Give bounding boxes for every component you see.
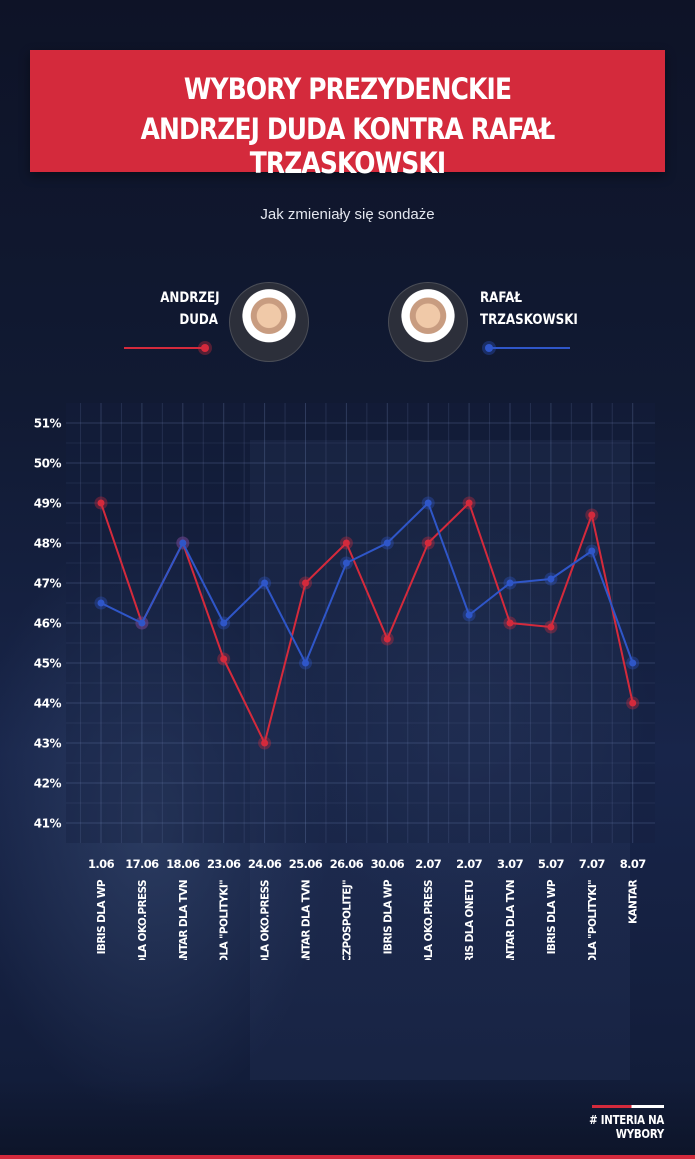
trzaskowski-legend-dot bbox=[485, 344, 493, 352]
x-poll-label: IBRIS DLA ONETU bbox=[464, 880, 476, 960]
x-date-label: 2.07 bbox=[415, 857, 442, 871]
x-poll-label: IPSOS DLA OKO.PRESS bbox=[137, 880, 149, 960]
x-poll-label: KANTAR DLA TVN bbox=[301, 880, 313, 960]
duda-data-point bbox=[302, 579, 309, 587]
page-title-line1: WYBORY PREZYDENCKIE bbox=[183, 72, 512, 106]
trzaskowski-data-point bbox=[179, 539, 187, 547]
x-date-label: 30.06 bbox=[371, 857, 405, 871]
duda-legend-line bbox=[124, 347, 206, 349]
trzaskowski-data-point bbox=[302, 659, 309, 667]
y-tick-label: 49% bbox=[34, 497, 62, 511]
x-date-label: 24.06 bbox=[248, 857, 282, 871]
duda-data-point bbox=[261, 739, 269, 747]
y-tick-label: 42% bbox=[34, 777, 62, 791]
duda-data-point bbox=[506, 619, 514, 627]
x-poll-label: KANTAR DLA TVN bbox=[178, 880, 190, 960]
trzaskowski-data-point bbox=[588, 547, 596, 555]
trzaskowski-data-point bbox=[465, 611, 473, 619]
page-title-line2: ANDRZEJ DUDA KONTRA RAFAŁ TRZASKOWSKI bbox=[140, 112, 556, 180]
trzaskowski-data-point bbox=[220, 619, 228, 627]
y-tick-label: 47% bbox=[34, 577, 62, 591]
x-date-label: 3.07 bbox=[497, 857, 524, 871]
y-tick-label: 51% bbox=[34, 417, 62, 431]
plot-area bbox=[66, 403, 655, 843]
x-date-label: 26.06 bbox=[330, 857, 364, 871]
x-date-label: 18.06 bbox=[166, 857, 200, 871]
duda-data-point bbox=[465, 499, 473, 507]
y-tick-label: 46% bbox=[34, 617, 62, 631]
footer-hashtag: # INTERIA NA WYBORY bbox=[589, 1113, 664, 1141]
trzaskowski-data-point bbox=[629, 659, 637, 667]
y-tick-label: 48% bbox=[34, 537, 62, 551]
background-building bbox=[250, 440, 630, 1080]
x-poll-label: IBRIS DLA WP bbox=[546, 879, 558, 954]
y-tick-label: 41% bbox=[34, 817, 62, 831]
poll-line-chart: 41% 42% 43% 44% 45% 46% 47% 48% 49% 50% 51% 1.06 IBR… bbox=[34, 403, 655, 960]
x-date-label: 1.06 bbox=[88, 857, 115, 871]
bottom-accent-bar bbox=[0, 1155, 695, 1159]
x-date-label: 8.07 bbox=[620, 857, 647, 871]
x-date-label: 23.06 bbox=[207, 857, 241, 871]
trzaskowski-first-name: RAFAŁ bbox=[480, 290, 522, 306]
footer bbox=[0, 1080, 695, 1159]
y-tick-label: 50% bbox=[34, 457, 62, 471]
trzaskowski-series-line bbox=[100, 502, 634, 664]
duda-data-point bbox=[383, 635, 391, 643]
x-poll-label: KANTAR DLA TVN bbox=[505, 880, 517, 960]
trzaskowski-data-point bbox=[383, 539, 391, 547]
x-poll-label: IBRIS DLA "POLITYKI" bbox=[219, 880, 231, 960]
subtitle: Jak zmieniały się sondaże bbox=[260, 206, 435, 223]
trzaskowski-data-point bbox=[424, 499, 432, 507]
duda-data-point bbox=[342, 539, 350, 547]
trzaskowski-avatar bbox=[388, 282, 468, 362]
trzaskowski-data-point bbox=[138, 619, 146, 627]
trzaskowski-name: RAFAŁ TRZASKOWSKI bbox=[480, 287, 578, 331]
x-date-label: 25.06 bbox=[289, 857, 323, 871]
duda-data-point bbox=[97, 499, 105, 507]
duda-avatar bbox=[229, 282, 309, 362]
duda-data-point bbox=[547, 623, 555, 631]
y-tick-label: 45% bbox=[34, 657, 62, 671]
trzaskowski-legend-line bbox=[488, 347, 570, 349]
x-date-label: 2.07 bbox=[456, 857, 483, 871]
x-poll-label: IPSOS DLA OKO.PRESS bbox=[260, 880, 272, 960]
x-poll-label: IBRIS DLA "POLITYKI" bbox=[587, 880, 599, 960]
duda-legend-dot bbox=[201, 344, 209, 352]
trzaskowski-data-point bbox=[342, 559, 350, 567]
footer-accent-line bbox=[592, 1105, 664, 1108]
x-poll-label: KANTAR bbox=[628, 879, 640, 924]
duda-data-point bbox=[588, 511, 596, 519]
x-poll-label: IBRIS DLA "RZECZPOSPOLITEJ" bbox=[341, 880, 353, 960]
duda-last-name: DUDA bbox=[179, 312, 218, 328]
duda-first-name: ANDRZEJ bbox=[160, 290, 220, 306]
trzaskowski-data-point bbox=[506, 579, 514, 587]
trzaskowski-data-point bbox=[261, 579, 269, 587]
y-tick-label: 44% bbox=[34, 697, 62, 711]
x-poll-label: IBRIS DLA WP bbox=[96, 879, 108, 954]
trzaskowski-data-point bbox=[97, 599, 105, 607]
x-date-label: 17.06 bbox=[125, 857, 159, 871]
title-banner: WYBORY PREZYDENCKIE ANDRZEJ DUDA KONTRA … bbox=[30, 50, 665, 180]
x-date-label: 7.07 bbox=[579, 857, 606, 871]
trzaskowski-last-name: TRZASKOWSKI bbox=[480, 312, 578, 328]
x-date-label: 5.07 bbox=[538, 857, 565, 871]
duda-name: ANDRZEJ DUDA bbox=[160, 287, 220, 331]
duda-series-line bbox=[100, 502, 634, 744]
trzaskowski-data-point bbox=[547, 575, 555, 583]
y-tick-label: 43% bbox=[34, 737, 62, 751]
x-poll-label: IBRIS DLA WP bbox=[382, 879, 394, 954]
duda-data-point bbox=[220, 655, 228, 663]
duda-data-point bbox=[424, 539, 432, 547]
duda-data-point bbox=[629, 699, 637, 707]
x-poll-label: IPSOS DLA OKO.PRESS bbox=[423, 880, 435, 960]
